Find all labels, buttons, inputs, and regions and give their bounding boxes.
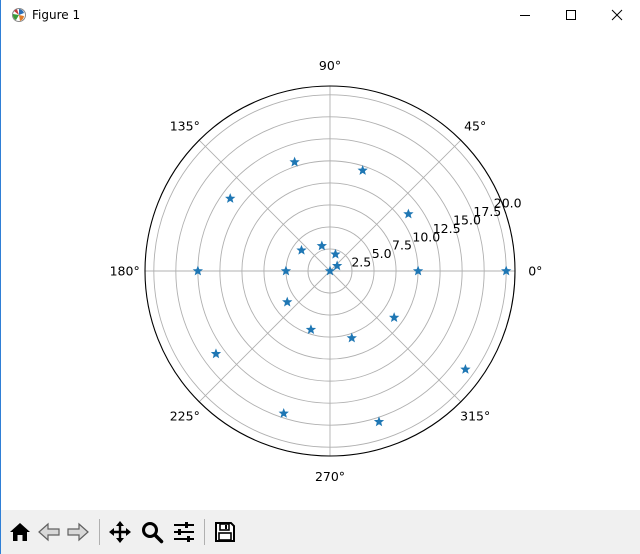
data-point-marker (289, 156, 300, 167)
tick-labels: 0° 45° 90° 135° 180° 225° 270° 315° 2.55.07.510.… (110, 58, 543, 484)
data-point-marker (412, 265, 424, 276)
angular-gridline (329, 139, 462, 272)
data-point-marker (346, 332, 357, 343)
toolbar-separator (99, 519, 100, 545)
data-point-marker (388, 312, 400, 322)
data-point-marker (373, 416, 385, 427)
angular-gridline (198, 139, 331, 272)
zoom-button[interactable] (138, 518, 166, 546)
minimize-icon (520, 15, 530, 16)
save-button[interactable] (211, 518, 239, 546)
data-point-marker (192, 265, 204, 276)
data-point-marker (316, 240, 327, 251)
data-point-marker (278, 408, 289, 418)
angular-tick-label: 45° (464, 118, 486, 133)
forward-button[interactable] (64, 518, 92, 546)
matplotlib-icon (12, 8, 26, 22)
back-arrow-icon (38, 522, 60, 542)
angular-tick-label: 315° (460, 409, 490, 424)
home-button[interactable] (6, 518, 34, 546)
polar-axes (144, 85, 516, 457)
data-point-marker (460, 363, 471, 374)
pan-icon (109, 521, 131, 543)
data-point-marker (403, 208, 414, 219)
radial-tick-label: 15.0 (453, 212, 481, 227)
home-icon (10, 523, 30, 541)
close-icon (611, 9, 623, 21)
radial-tick-label: 7.5 (392, 238, 412, 253)
figure-canvas[interactable]: 0° 45° 90° 135° 180° 225° 270° 315° 2.5 5.0 7.5 10.… (1, 30, 640, 510)
angular-tick-label: 270° (315, 469, 345, 484)
angular-tick-label: 90° (319, 58, 341, 73)
data-point-marker (210, 348, 222, 359)
configure-subplots-button[interactable] (170, 518, 198, 546)
sliders-icon (174, 522, 194, 542)
close-button[interactable] (594, 0, 640, 30)
toolbar-separator (204, 519, 205, 545)
radial-tick-label: 10.0 (412, 229, 440, 244)
window-title: Figure 1 (32, 8, 81, 22)
data-point-marker (501, 265, 512, 276)
angular-tick-label: 0° (528, 264, 542, 279)
data-point-marker (330, 248, 341, 259)
angular-tick-label: 135° (170, 118, 200, 133)
forward-arrow-icon (67, 522, 89, 542)
radial-tick-label: 17.5 (473, 204, 501, 219)
title-bar: Figure 1 (1, 0, 640, 30)
data-point-marker (331, 260, 343, 271)
radial-tick-label: 5.0 (372, 246, 392, 261)
zoom-icon (142, 522, 164, 544)
radial-tick-label: 12.5 (433, 221, 461, 236)
radial-tick-label: 2.5 (351, 255, 371, 270)
polar-plot: 0° 45° 90° 135° 180° 225° 270° 315° 2.55.07.510.… (110, 58, 543, 484)
save-icon (215, 522, 235, 542)
data-point-marker (357, 165, 368, 175)
maximize-button[interactable] (548, 0, 594, 30)
maximize-icon (566, 10, 576, 20)
angular-gridline (329, 270, 462, 403)
radial-tick-label: 20.0 (494, 196, 522, 211)
data-point-marker (282, 296, 293, 307)
data-point-marker (280, 265, 292, 276)
data-point-marker (225, 193, 236, 203)
navigation-toolbar (1, 510, 640, 554)
back-button[interactable] (35, 518, 63, 546)
pan-button[interactable] (106, 518, 134, 546)
minimize-button[interactable] (502, 0, 548, 30)
data-point-marker (305, 324, 317, 335)
angular-gridline (198, 270, 331, 403)
angular-tick-label: 180° (110, 264, 140, 279)
polar-frame (144, 85, 516, 457)
data-point-marker (296, 244, 307, 255)
data-markers (192, 156, 512, 427)
angular-tick-label: 225° (170, 409, 200, 424)
data-point-marker (324, 265, 336, 276)
